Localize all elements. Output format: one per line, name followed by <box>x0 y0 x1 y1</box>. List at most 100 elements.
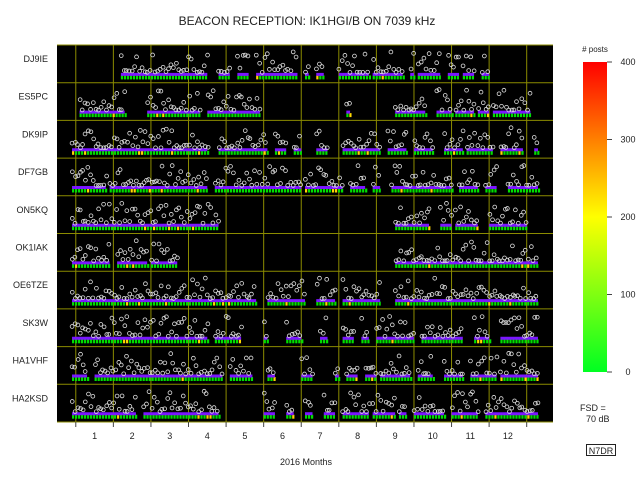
post-count-mark <box>462 75 466 80</box>
post-count-mark <box>449 226 452 231</box>
post-count-mark <box>75 301 78 306</box>
post-count-mark <box>381 414 384 419</box>
signal-point <box>373 69 379 75</box>
post-count-mark <box>410 113 413 118</box>
signal-point <box>385 128 391 134</box>
post-count-mark <box>207 113 210 118</box>
post-count-mark <box>229 188 233 193</box>
signal-point <box>352 53 357 59</box>
post-count-mark <box>114 339 117 344</box>
signal-point <box>532 315 537 320</box>
post-count-mark <box>513 226 516 231</box>
post-count-mark <box>93 414 96 419</box>
signal-point <box>424 131 430 137</box>
post-count-mark <box>289 414 292 419</box>
post-count-mark <box>467 301 470 306</box>
post-count-mark <box>174 113 177 118</box>
post-count-mark <box>347 75 351 80</box>
post-count-mark <box>126 75 130 80</box>
signal-point <box>378 371 384 376</box>
post-count-mark <box>156 301 159 306</box>
post-count-mark <box>183 150 186 155</box>
post-count-mark <box>402 150 405 155</box>
signal-point <box>522 100 528 106</box>
signal-point <box>492 371 497 377</box>
signal-point <box>116 107 122 112</box>
station-label: HA1VHF <box>12 356 48 366</box>
signal-point <box>444 145 450 150</box>
signal-point <box>253 52 259 58</box>
post-count-mark <box>213 226 216 231</box>
signal-point <box>225 168 231 174</box>
post-count-mark <box>208 377 211 382</box>
signal-point <box>393 288 398 293</box>
signal-point <box>395 333 400 339</box>
signal-point <box>529 174 535 180</box>
post-count-mark <box>482 301 485 306</box>
post-count-mark <box>375 75 378 80</box>
station-label: ON5KQ <box>16 205 48 215</box>
post-count-mark <box>144 301 147 306</box>
month-tick-label: 11 <box>466 431 475 441</box>
post-count-mark <box>198 226 201 231</box>
signal-point <box>428 180 434 186</box>
signal-point <box>142 317 148 323</box>
post-count-mark <box>338 75 342 80</box>
signal-point <box>347 70 353 75</box>
signal-point <box>533 255 539 261</box>
post-count-mark <box>159 301 162 306</box>
signal-point <box>479 358 485 364</box>
post-count-mark <box>105 226 108 231</box>
signal-point <box>508 295 513 300</box>
month-tick-label: 4 <box>205 431 210 441</box>
post-count-mark <box>410 226 413 231</box>
signal-point <box>136 183 142 188</box>
signal-point <box>111 220 117 225</box>
signal-point <box>317 275 322 281</box>
post-count-mark <box>413 75 416 80</box>
post-count-mark <box>265 188 269 193</box>
signal-point <box>353 402 358 408</box>
signal-point <box>88 245 93 251</box>
post-count-mark <box>78 414 81 419</box>
post-count-mark <box>387 75 390 80</box>
signal-point <box>460 128 466 134</box>
signal-point <box>378 398 384 403</box>
signal-point <box>284 319 289 325</box>
signal-point <box>505 181 511 187</box>
signal-point <box>450 405 455 411</box>
signal-point <box>120 257 126 262</box>
post-count-mark <box>462 188 465 193</box>
post-count-mark <box>442 113 445 118</box>
post-count-mark <box>295 339 298 344</box>
post-count-mark <box>428 301 431 306</box>
post-count-mark <box>512 150 515 155</box>
signal-point <box>374 142 380 147</box>
post-count-mark <box>395 301 398 306</box>
signal-point <box>432 275 438 281</box>
signal-point <box>129 358 134 364</box>
signal-point <box>380 317 385 322</box>
post-count-mark <box>126 150 129 155</box>
post-count-mark <box>422 301 425 306</box>
signal-point <box>411 51 416 56</box>
post-count-mark <box>494 377 497 382</box>
post-count-mark <box>190 377 193 382</box>
signal-point <box>487 212 493 217</box>
post-count-mark <box>365 75 369 80</box>
post-count-mark <box>153 339 156 344</box>
signal-point <box>469 107 474 112</box>
post-count-mark <box>153 226 156 231</box>
post-count-mark <box>524 377 527 382</box>
signal-point <box>174 60 179 66</box>
signal-point <box>244 105 250 110</box>
signal-point <box>526 290 531 295</box>
signal-point <box>184 209 190 214</box>
signal-point <box>425 408 431 414</box>
post-count-mark <box>335 188 338 193</box>
signal-point <box>119 140 125 145</box>
post-count-mark <box>191 414 194 419</box>
post-count-mark <box>180 301 183 306</box>
post-count-mark <box>132 263 135 268</box>
signal-point <box>249 291 254 297</box>
